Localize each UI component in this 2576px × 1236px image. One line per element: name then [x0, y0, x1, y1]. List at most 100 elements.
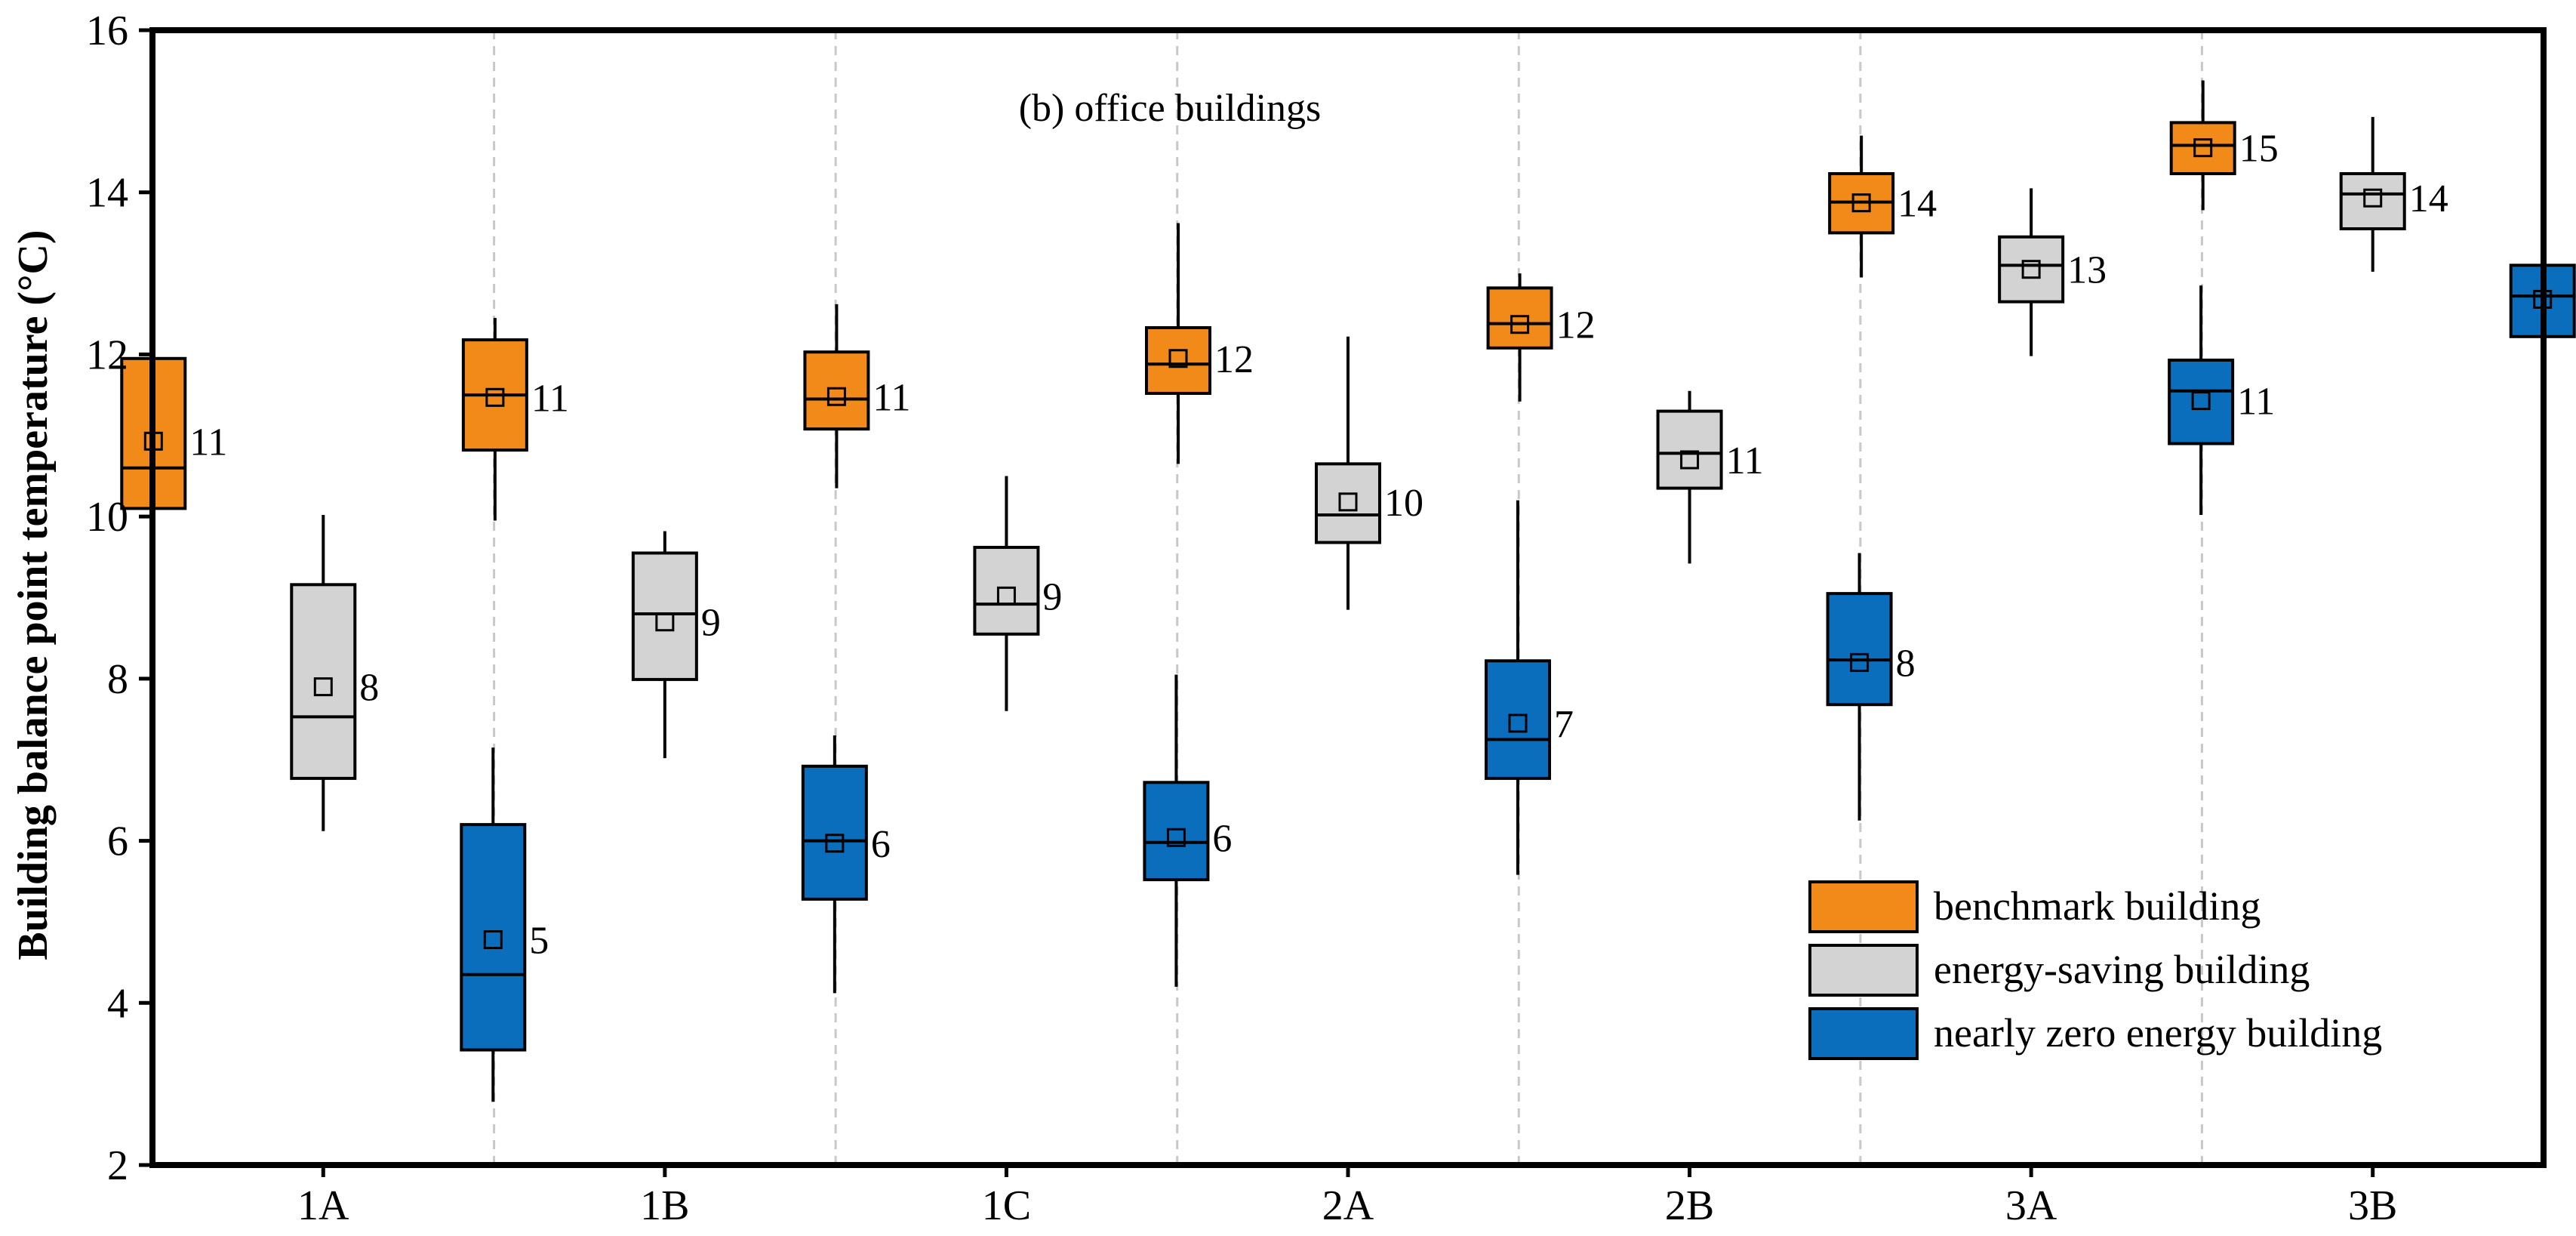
- mean-label: 12: [1556, 304, 1596, 347]
- mean-label: 9: [701, 602, 721, 645]
- box-iqr: [1315, 462, 1381, 544]
- mean-marker: [2363, 188, 2383, 208]
- y-tick-label: 2: [107, 1142, 128, 1189]
- y-tick-label: 8: [107, 656, 128, 703]
- legend-swatch: [1808, 944, 1919, 997]
- x-tick-label: 3A: [2005, 1182, 2057, 1229]
- legend-item: energy-saving building: [1808, 944, 2310, 997]
- mean-marker: [1166, 828, 1186, 847]
- box-1B-energy-saving-building: 9: [631, 531, 721, 759]
- x-tick-label: 1A: [297, 1182, 349, 1229]
- legend-label: energy-saving building: [1934, 947, 2310, 992]
- mean-label: 15: [2239, 128, 2279, 171]
- x-tick-label: 1C: [982, 1182, 1031, 1229]
- box-1C-energy-saving-building: 9: [973, 476, 1062, 711]
- mean-marker: [1168, 349, 1188, 368]
- box-1A-nearly-zero-energy-building: 5: [460, 747, 549, 1102]
- mean-label: 9: [1042, 575, 1062, 618]
- plot-frame: [149, 27, 2547, 1168]
- legend-swatch: [1808, 1007, 1919, 1060]
- mean-marker: [1850, 652, 1870, 672]
- mean-marker: [825, 834, 845, 853]
- box-iqr: [631, 551, 698, 681]
- mean-label: 12: [1214, 338, 1254, 381]
- box-iqr: [1486, 286, 1553, 350]
- legend-item: nearly zero energy building: [1808, 1007, 2382, 1060]
- box-2A-benchmark-building: 12: [1145, 223, 1254, 464]
- mean-marker: [1338, 492, 1358, 512]
- y-tick-label: 6: [107, 818, 128, 865]
- mean-label: 10: [1384, 482, 1423, 525]
- box-2B-energy-saving-building: 11: [1656, 390, 1764, 564]
- mean-label: 8: [359, 667, 379, 710]
- box-iqr: [803, 350, 870, 431]
- mean-label: 11: [873, 376, 910, 419]
- box-iqr: [801, 764, 868, 901]
- mean-marker: [485, 387, 505, 407]
- y-tick-label: 14: [86, 170, 128, 217]
- box-2B-benchmark-building: 12: [1486, 273, 1596, 402]
- box-1C-benchmark-building: 11: [803, 304, 911, 489]
- mean-label: 11: [2237, 381, 2275, 424]
- mean-label: 14: [2409, 177, 2448, 220]
- mean-marker: [313, 677, 333, 697]
- box-iqr: [1143, 781, 1210, 882]
- mean-label: 5: [529, 920, 549, 963]
- chart-title: (b) office buildings: [1019, 87, 1322, 130]
- mean-label: 13: [2067, 249, 2107, 292]
- x-tick-label: 3B: [2348, 1182, 2397, 1229]
- box-iqr: [1656, 409, 1723, 490]
- mean-marker: [826, 387, 846, 406]
- box-iqr: [973, 545, 1040, 636]
- mean-marker: [2193, 138, 2213, 158]
- box-iqr: [2339, 172, 2406, 231]
- mean-label: 8: [1896, 642, 1916, 685]
- mean-marker: [483, 930, 503, 950]
- box-3B-energy-saving-building: 14: [2339, 116, 2448, 272]
- x-tick-label: 2A: [1322, 1182, 1374, 1229]
- mean-marker: [2021, 260, 2041, 279]
- box-3A-nearly-zero-energy-building: 11: [2168, 285, 2275, 515]
- y-tick-label: 4: [107, 980, 128, 1027]
- y-tick-label: 12: [86, 331, 128, 378]
- mean-marker: [655, 612, 675, 632]
- box-iqr: [2169, 121, 2236, 176]
- box-3A-energy-saving-building: 13: [1998, 188, 2107, 356]
- mean-label: 11: [1726, 439, 1764, 482]
- box-3A-benchmark-building: 14: [1828, 135, 1937, 278]
- box-1A-benchmark-building: 11: [120, 293, 227, 566]
- y-tick-label: 16: [86, 8, 128, 54]
- box-iqr: [290, 583, 357, 780]
- mean-marker: [1508, 714, 1528, 733]
- mean-marker: [996, 586, 1016, 606]
- mean-label: 14: [1897, 183, 1937, 226]
- box-iqr: [1826, 592, 1893, 707]
- mean-label: 11: [531, 377, 569, 420]
- box-2A-energy-saving-building: 10: [1315, 336, 1423, 610]
- mean-marker: [1851, 193, 1871, 213]
- mean-label: 6: [1212, 817, 1232, 860]
- y-tick-label: 10: [86, 494, 128, 541]
- mean-label: 11: [189, 421, 227, 464]
- legend: benchmark building energy-saving building…: [1808, 880, 2382, 1060]
- box-2B-nearly-zero-energy-building: 8: [1826, 553, 1916, 821]
- box-1B-benchmark-building: 11: [461, 318, 569, 521]
- box-3B-benchmark-building: 15: [2169, 80, 2279, 211]
- legend-swatch: [1808, 880, 1919, 933]
- box-1A-energy-saving-building: 8: [290, 514, 379, 831]
- box-2A-nearly-zero-energy-building: 7: [1485, 500, 1574, 875]
- mean-label: 7: [1554, 703, 1574, 746]
- y-axis-label: Building balance point temperature (°C): [10, 230, 57, 960]
- mean-label: 6: [871, 823, 891, 866]
- box-1C-nearly-zero-energy-building: 6: [1143, 674, 1232, 987]
- x-tick-label: 2B: [1665, 1182, 1714, 1229]
- box-iqr: [2168, 358, 2235, 445]
- box-iqr: [1485, 659, 1551, 780]
- box-iqr: [1145, 326, 1211, 395]
- box-1B-nearly-zero-energy-building: 6: [801, 735, 891, 994]
- legend-label: nearly zero energy building: [1934, 1010, 2382, 1056]
- box-iqr: [1998, 235, 2065, 304]
- mean-marker: [1510, 315, 1530, 334]
